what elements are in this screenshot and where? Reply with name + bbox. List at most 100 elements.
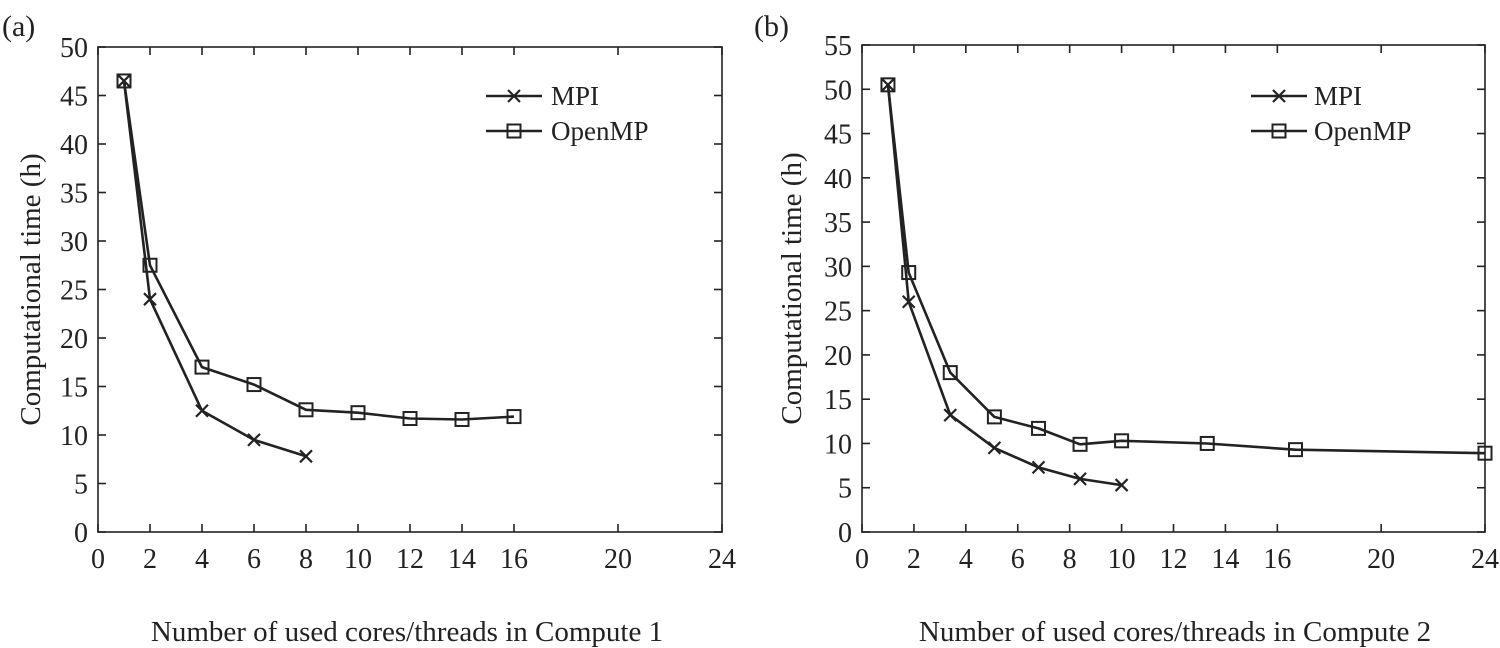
marker-x-stroke (507, 89, 521, 103)
data-point-mpi (1114, 478, 1129, 492)
y-tick-label: 5 (838, 474, 852, 505)
data-point-openmp (1288, 442, 1304, 458)
data-point-mpi (247, 433, 261, 447)
data-point-mpi (1073, 472, 1087, 486)
series-line-mpi (886, 84, 1122, 487)
marker-x-stroke (1031, 460, 1046, 475)
x-tick-label: 4 (195, 544, 209, 575)
series-mpi (117, 74, 313, 464)
y-tick-label: 25 (824, 297, 852, 328)
data-point-openmp (986, 409, 1002, 425)
legend-label: OpenMP (551, 116, 649, 146)
legend-item-mpi: MPI (486, 81, 599, 111)
marker-x-stroke (1114, 478, 1129, 492)
data-point-openmp (116, 73, 132, 89)
x-tick-label: 6 (247, 544, 261, 575)
series-openmp (116, 73, 522, 427)
y-tick-label: 30 (60, 227, 88, 258)
data-point-mpi (195, 403, 209, 418)
x-axis-label: Number of used cores/threads in Compute … (151, 616, 663, 648)
x-tick-label: 0 (855, 544, 869, 575)
data-point-mpi (299, 449, 313, 464)
x-tick-label: 16 (500, 544, 528, 575)
y-tick-label: 20 (60, 324, 88, 355)
x-axis-label: Number of used cores/threads in Compute … (919, 616, 1431, 648)
x-tick-label: 14 (1211, 544, 1239, 575)
marker-x-stroke (247, 433, 261, 447)
legend-item-mpi: MPI (1251, 81, 1362, 111)
legend-item-openmp: OpenMP (486, 116, 649, 146)
data-point-openmp (298, 402, 314, 418)
marker-x-stroke (299, 449, 313, 464)
data-point-openmp (1072, 436, 1088, 452)
marker-x-stroke (1073, 472, 1087, 486)
x-tick-label: 2 (143, 544, 157, 575)
series-line-openmp (886, 84, 1486, 455)
legend-marker (506, 123, 522, 139)
marker-x-stroke (901, 295, 916, 309)
y-tick-label: 40 (60, 130, 88, 161)
data-point-openmp (194, 359, 210, 375)
data-point-openmp (942, 365, 958, 381)
chart-panel-b: (b)0 2 4 6 8 10 12 14 16 20 2405101520253035404550… (754, 10, 1499, 648)
x-tick-label: 20 (1367, 544, 1395, 575)
legend-marker (1271, 123, 1287, 139)
x-tick-label: 10 (1108, 544, 1136, 575)
data-point-mpi (143, 292, 157, 306)
y-tick-label: 5 (74, 470, 88, 501)
data-point-mpi (943, 408, 958, 422)
x-tick-label: 8 (1063, 544, 1077, 575)
y-tick-label: 15 (60, 373, 88, 404)
x-tick-label: 4 (959, 544, 973, 575)
y-tick-label: 45 (824, 120, 852, 151)
series-openmp (880, 77, 1493, 461)
x-tick-label: 10 (344, 544, 372, 575)
legend-item-openmp: OpenMP (1251, 116, 1412, 146)
x-tick-label: 12 (1160, 544, 1188, 575)
legend-marker (1272, 89, 1286, 103)
series-mpi (881, 78, 1129, 492)
data-point-openmp (350, 405, 366, 421)
chart-panel-a: (a)0 2 4 6 8 10 12 14 16 20 2405101520253035404550… (2, 10, 736, 648)
marker-x-stroke (943, 408, 958, 422)
y-tick-label: 55 (824, 31, 852, 62)
panel-label: (a) (2, 10, 35, 43)
marker-x-stroke (987, 441, 1002, 455)
legend-label: MPI (551, 81, 599, 111)
marker-x-stroke (195, 403, 209, 418)
series-line-openmp (122, 80, 515, 421)
x-tick-label: 16 (1263, 544, 1291, 575)
x-tick-label: 2 (907, 544, 921, 575)
marker-x-stroke (143, 292, 157, 306)
data-point-openmp (901, 265, 917, 281)
y-tick-label: 25 (60, 276, 88, 307)
y-axis-label: Computational time (h) (776, 152, 808, 424)
y-axis-label: Computational time (h) (15, 153, 47, 425)
data-point-openmp (1477, 445, 1493, 461)
data-point-openmp (506, 409, 522, 425)
y-tick-label: 15 (824, 385, 852, 416)
x-tick-label: 12 (396, 544, 424, 575)
y-tick-label: 50 (824, 75, 852, 106)
y-tick-label: 10 (824, 429, 852, 460)
legend: MPI OpenMP (1251, 81, 1412, 146)
x-tick-label: 14 (448, 544, 476, 575)
y-tick-label: 35 (60, 179, 88, 210)
data-point-mpi (1031, 460, 1046, 475)
y-tick-label: 45 (60, 82, 88, 113)
marker-x-stroke (1272, 89, 1286, 103)
data-point-openmp (454, 411, 470, 427)
data-point-openmp (142, 257, 158, 273)
y-tick-label: 50 (60, 33, 88, 64)
y-tick-label: 0 (74, 518, 88, 549)
legend: MPI OpenMP (486, 81, 649, 146)
x-tick-label: 6 (1011, 544, 1025, 575)
panel-label: (b) (754, 10, 789, 43)
data-point-openmp (402, 411, 418, 427)
y-tick-label: 20 (824, 341, 852, 372)
data-point-openmp (1199, 435, 1215, 451)
legend-label: MPI (1314, 81, 1362, 111)
data-point-mpi (901, 295, 916, 309)
legend-marker (507, 89, 521, 103)
